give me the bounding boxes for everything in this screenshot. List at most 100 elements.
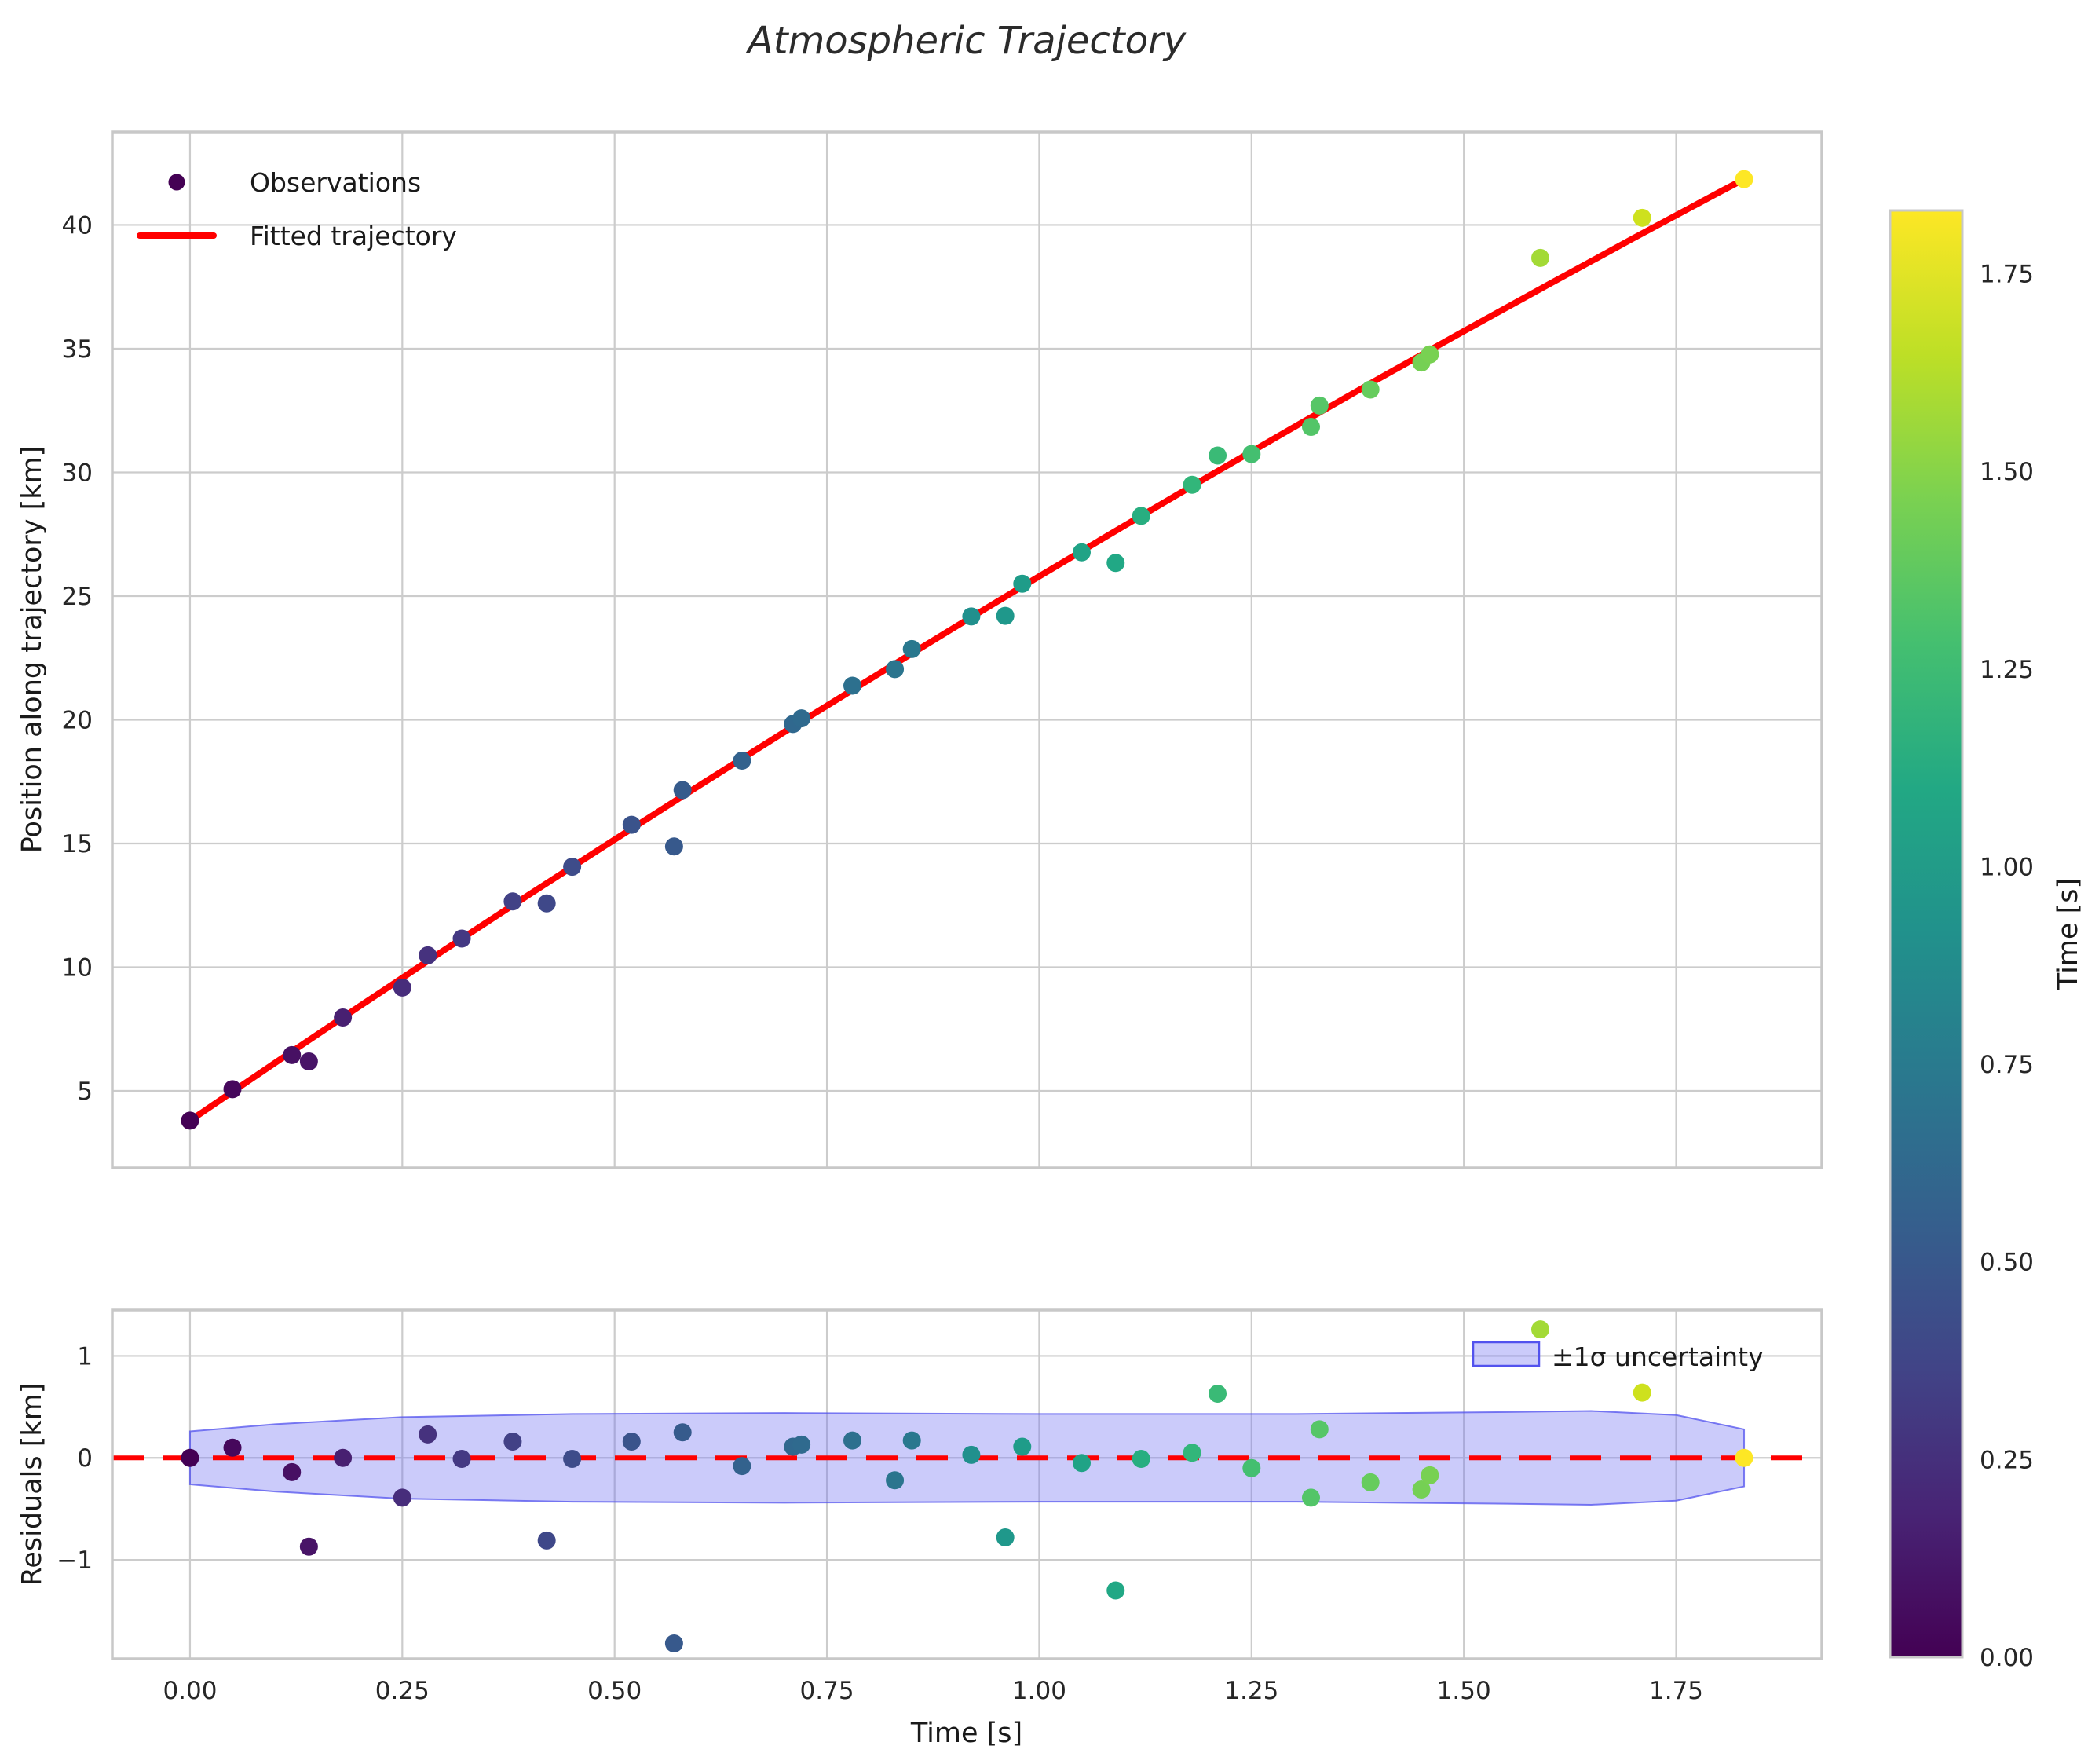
residual-point: [962, 1445, 981, 1464]
x-tick-label: 1.25: [1224, 1677, 1278, 1705]
main-y-tick-label: 20: [62, 706, 93, 734]
observation-point: [673, 781, 692, 800]
observation-point: [1301, 418, 1320, 437]
residual-point: [1183, 1444, 1201, 1462]
residual-point: [622, 1432, 641, 1451]
observation-point: [1106, 554, 1125, 573]
observation-point: [1530, 248, 1549, 267]
fitted-trajectory-line: [186, 176, 1748, 1124]
residual-point: [886, 1471, 905, 1490]
observation-point: [1633, 208, 1651, 227]
observation-point: [843, 676, 862, 695]
residual-point: [393, 1488, 411, 1507]
observation-point: [299, 1052, 318, 1071]
legend-band-label: ±1σ uncertainty: [1552, 1341, 1764, 1372]
observation-point: [1310, 396, 1329, 415]
colorbar-tick-label: 0.50: [1980, 1249, 2034, 1277]
residual-point: [1072, 1454, 1091, 1473]
residual-point: [792, 1435, 811, 1454]
residual-point: [1013, 1437, 1032, 1456]
observation-point: [334, 1008, 353, 1027]
colorbar-tick-label: 1.00: [1980, 853, 2034, 881]
colorbar: [1890, 210, 1962, 1657]
x-axis-label: Time [s]: [910, 1718, 1022, 1749]
observation-point: [1072, 543, 1091, 562]
residual-point: [452, 1450, 471, 1469]
residual-point: [181, 1448, 199, 1467]
residual-point: [673, 1423, 692, 1442]
x-tick-label: 0.50: [587, 1677, 642, 1705]
main-y-tick-label: 15: [62, 830, 93, 858]
observation-point: [563, 858, 582, 877]
residual-legend: ±1σ uncertainty: [1472, 1341, 1764, 1372]
observation-point: [792, 709, 811, 728]
legend-observations-marker-icon: [168, 174, 185, 191]
chart-title: Atmospheric Trajectory: [745, 19, 1187, 63]
observation-point: [1735, 170, 1753, 188]
observation-point: [393, 978, 411, 997]
residual-y-axis-label: Residuals [km]: [16, 1383, 48, 1587]
observation-point: [664, 837, 683, 856]
residual-point: [419, 1425, 437, 1444]
residual-axes-spine: [111, 1308, 1823, 1660]
residual-y-tick-label: 0: [77, 1444, 93, 1473]
observation-point: [902, 639, 921, 658]
residual-point: [1132, 1450, 1150, 1469]
colorbar-tick-label: 1.75: [1980, 261, 2034, 289]
residual-point: [283, 1462, 302, 1481]
legend-observations-label: Observations: [250, 167, 421, 198]
residual-point: [996, 1528, 1015, 1547]
main-y-tick-label: 10: [62, 954, 93, 983]
x-tick-label: 0.75: [800, 1677, 854, 1705]
observation-point: [1361, 380, 1380, 399]
main-y-tick-label: 30: [62, 459, 93, 487]
residual-point: [334, 1448, 353, 1467]
residual-point: [1421, 1466, 1439, 1484]
residual-point: [1242, 1458, 1261, 1477]
main-y-axis-label: Position along trajectory [km]: [16, 446, 48, 854]
main-y-tick-label: 25: [62, 583, 93, 611]
residual-point: [537, 1531, 556, 1550]
residual-point: [299, 1537, 318, 1556]
observation-point: [503, 892, 522, 911]
observation-point: [419, 946, 437, 964]
observation-point: [886, 660, 905, 679]
residual-point: [1530, 1320, 1549, 1339]
colorbar-tick-label: 0.25: [1980, 1446, 2034, 1474]
chart-generated-layer: 0.00 0.25 0.50 0.75 1.00 1.25 1.50 1.7551015202…: [57, 132, 2034, 1705]
residual-point: [223, 1438, 242, 1457]
x-tick-label: 1.00: [1012, 1677, 1066, 1705]
main-axes-spine: [111, 130, 1823, 1169]
residual-point: [1735, 1448, 1753, 1467]
observation-point: [1013, 574, 1032, 593]
colorbar-tick-label: 1.50: [1980, 458, 2034, 486]
observation-point: [733, 751, 751, 770]
observation-point: [996, 606, 1015, 625]
observation-point: [181, 1111, 199, 1130]
residual-point: [1412, 1480, 1431, 1499]
residual-point: [563, 1450, 582, 1469]
residual-point: [1633, 1383, 1651, 1402]
residual-y-tick-label: −1: [57, 1546, 93, 1575]
observation-point: [622, 815, 641, 834]
observation-point: [283, 1045, 302, 1064]
observation-point: [452, 929, 471, 948]
observation-point: [962, 607, 981, 626]
residual-point: [902, 1431, 921, 1450]
observation-point: [1421, 345, 1439, 364]
observation-point: [1183, 475, 1201, 494]
residual-point: [1310, 1420, 1329, 1439]
x-tick-label: 0.25: [375, 1677, 430, 1705]
residual-point: [1209, 1384, 1227, 1403]
observation-point: [1242, 445, 1261, 463]
residual-point: [1106, 1581, 1125, 1600]
residual-point: [733, 1457, 751, 1476]
residual-point: [843, 1431, 862, 1450]
colorbar-tick-label: 1.25: [1980, 656, 2034, 684]
x-tick-label: 0.00: [163, 1677, 217, 1705]
main-y-tick-label: 5: [77, 1078, 93, 1106]
residual-y-tick-label: 1: [77, 1342, 93, 1371]
x-tick-label: 1.50: [1437, 1677, 1491, 1705]
colorbar-tick-label: 0.75: [1980, 1051, 2034, 1079]
